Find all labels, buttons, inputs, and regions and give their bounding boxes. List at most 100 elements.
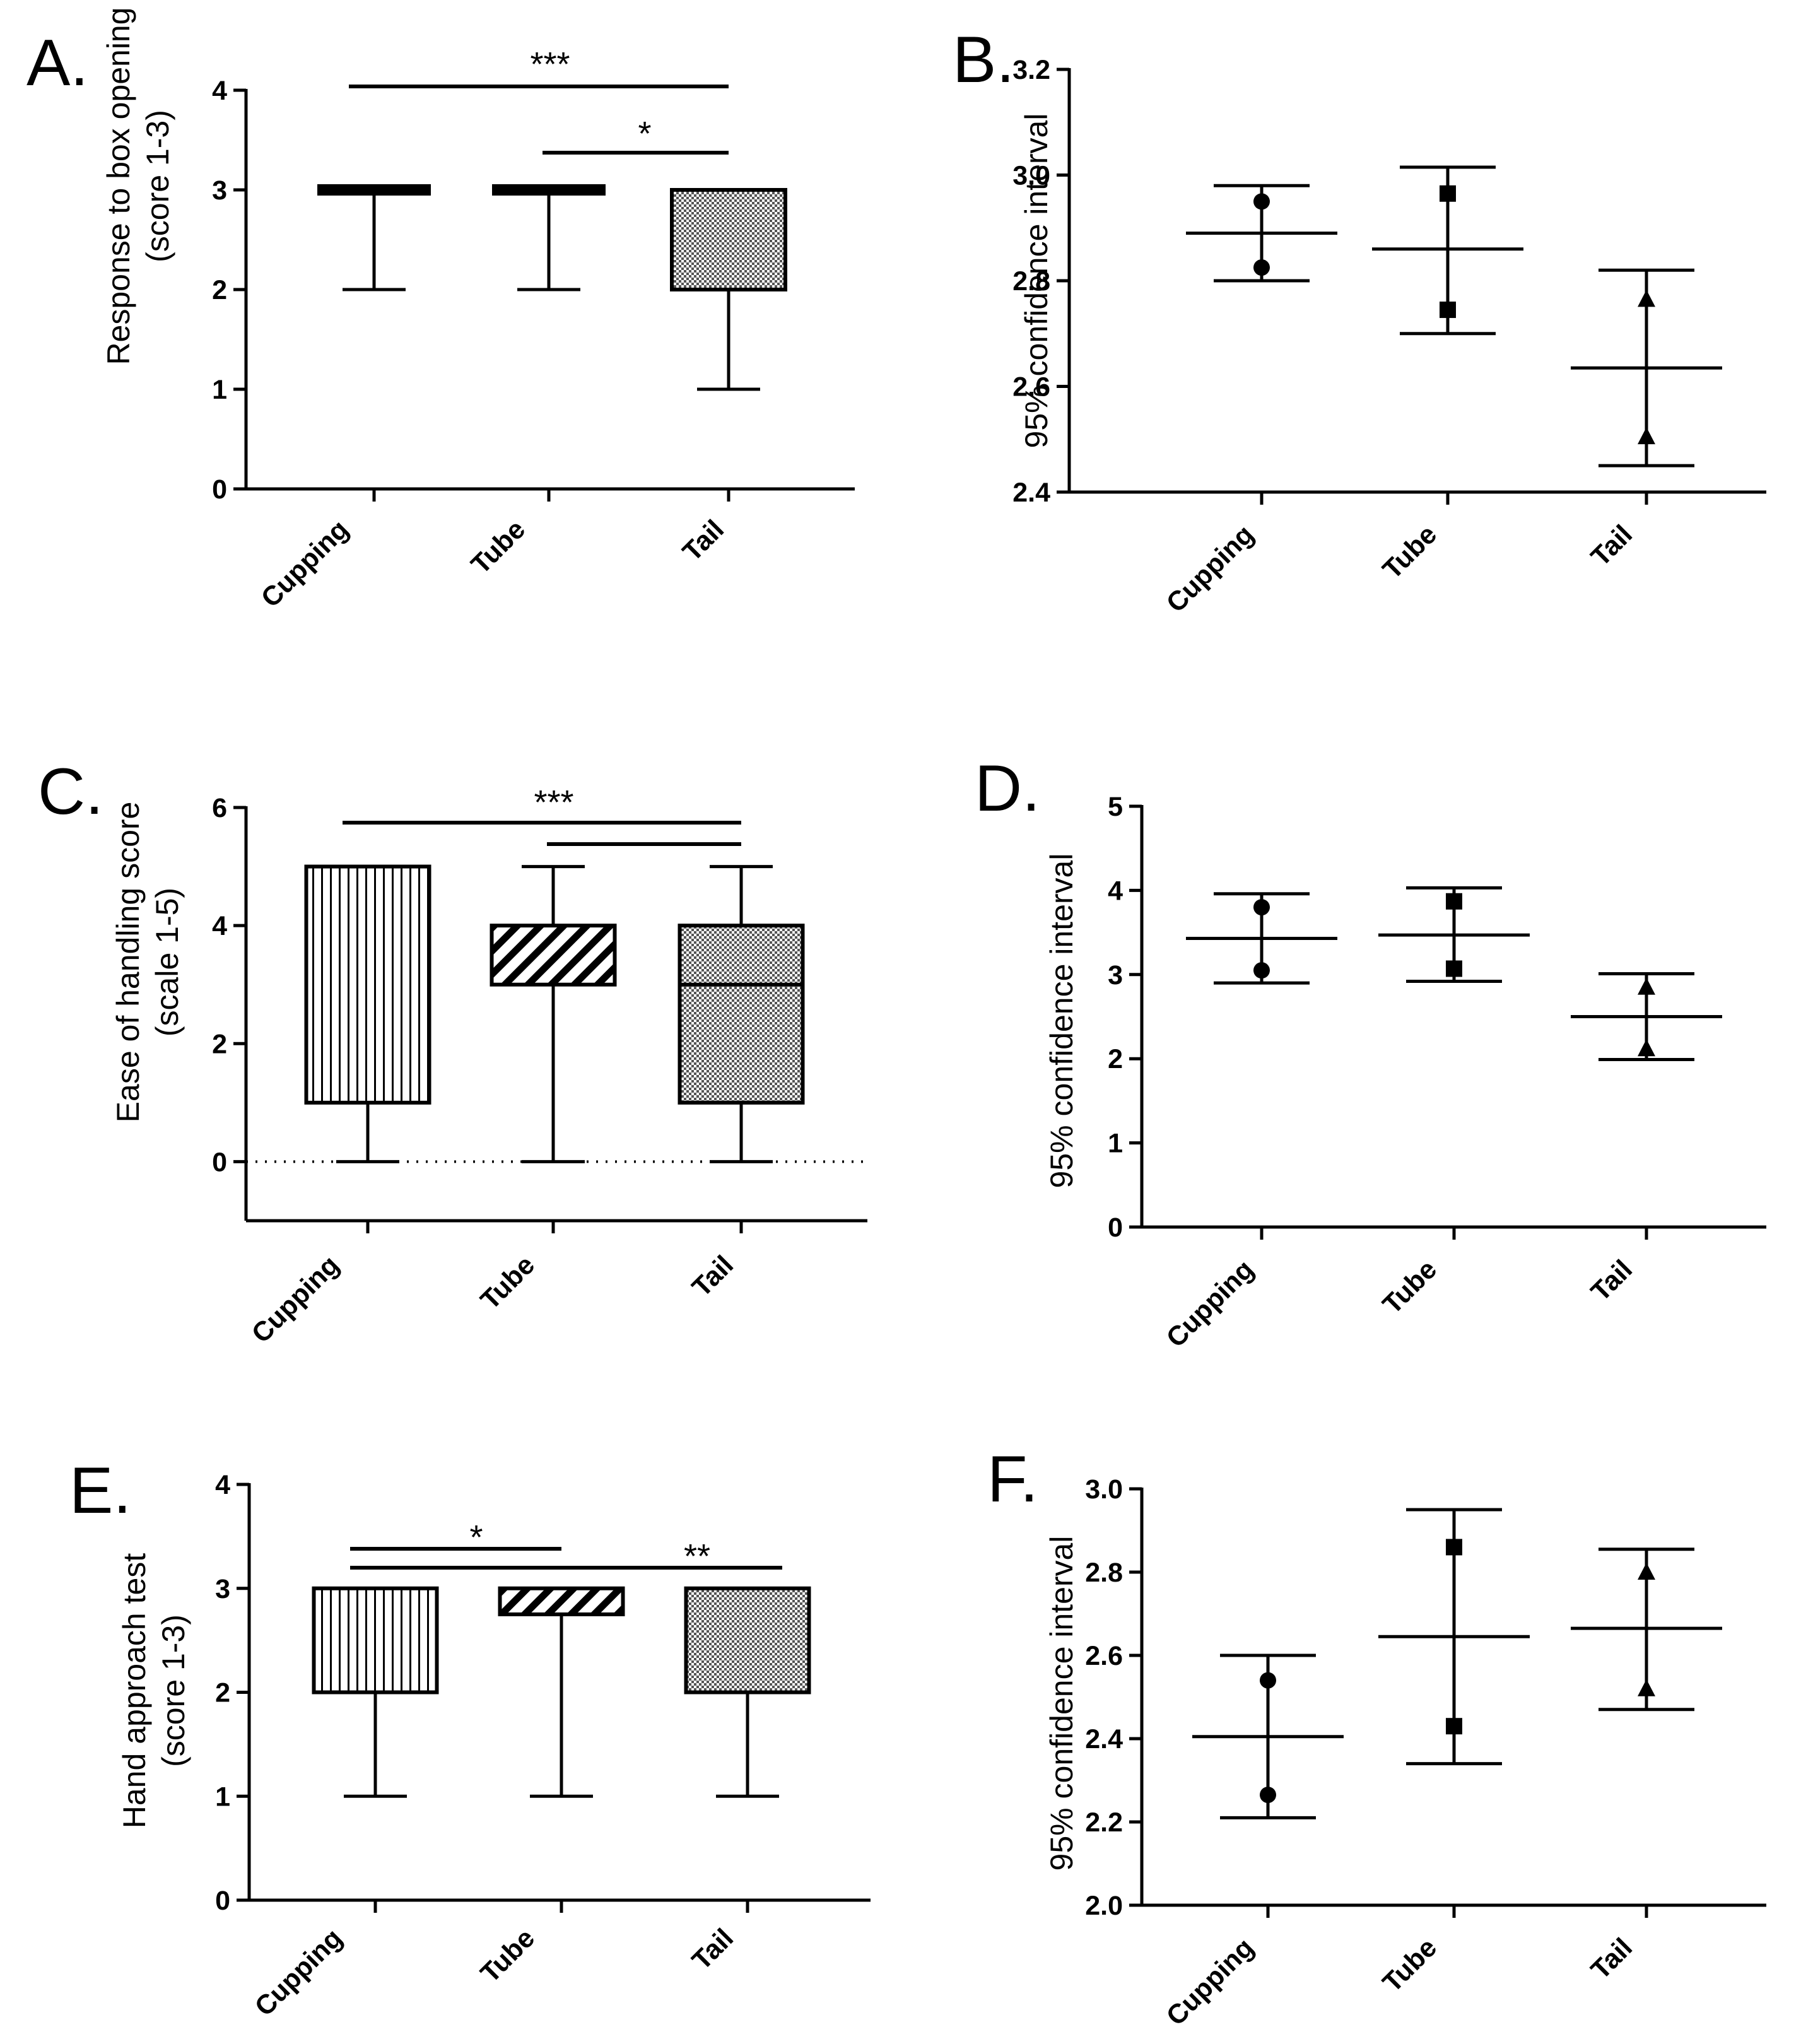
y-tick-label: 2	[212, 1029, 227, 1059]
y-tick-label: 2.6	[1085, 1641, 1123, 1671]
point-marker-triangle	[1638, 290, 1655, 307]
category-label-cupping: Cupping	[255, 514, 355, 613]
point-marker-triangle	[1638, 427, 1655, 445]
y-tick-label: 0	[1108, 1213, 1123, 1243]
category-label-tail: Tail	[677, 514, 730, 567]
y-tick-label: 2.0	[1085, 1891, 1123, 1921]
category-label-tube: Tube	[475, 1250, 541, 1315]
panel-letter: E.	[69, 1454, 131, 1527]
point-marker-triangle	[1638, 977, 1655, 995]
panel-c: C. 0 2 4 6 Ease of handling score (scale 1-5) C…	[38, 755, 867, 1349]
y-tick-label: 0	[212, 1147, 227, 1177]
y-axis-label: 95% confidence interval	[1044, 1536, 1079, 1871]
category-label-cupping: Cupping	[1161, 1932, 1260, 2031]
significance-stars: *	[638, 115, 651, 153]
category-label-tail: Tail	[686, 1250, 739, 1303]
point-marker-circle	[1253, 259, 1270, 276]
box-tail	[684, 1586, 811, 1695]
y-tick-label: 6	[212, 793, 227, 823]
panel-b: B. 2.4 2.6 2.8 3.0 3.2 95% confidence interval…	[953, 23, 1766, 618]
y-tick-label: 2.2	[1085, 1807, 1123, 1838]
significance-stars: ***	[530, 45, 570, 83]
point-marker-triangle	[1638, 1563, 1655, 1580]
point-marker-square	[1446, 893, 1462, 910]
y-tick-label: 0	[215, 1886, 230, 1916]
y-tick-label: 4	[215, 1470, 230, 1500]
category-label-tube: Tube	[1377, 1254, 1443, 1320]
y-tick-label: 3	[215, 1574, 230, 1604]
panel-d: D. 0 1 2 3 4 5 95% confidence interval Cupping Tu…	[975, 752, 1766, 1353]
y-tick-label: 1	[212, 375, 227, 405]
y-tick-label: 4	[212, 76, 227, 106]
y-tick-label: 2	[1108, 1044, 1123, 1074]
point-marker-circle	[1260, 1787, 1276, 1804]
significance-stars: *	[469, 1518, 483, 1556]
category-label-tail: Tail	[1585, 1254, 1638, 1307]
y-axis-label: (score 1-3)	[156, 1614, 191, 1767]
y-tick-label: 4	[1108, 876, 1123, 906]
panel-e: E. 0 1 2 3 4 Hand approach test (score 1-3) Cupp…	[69, 1454, 871, 2022]
y-tick-label: 3.2	[1012, 55, 1050, 85]
y-axis-label: (scale 1-5)	[150, 888, 185, 1037]
category-label-tail: Tail	[1585, 519, 1638, 572]
y-tick-label: 2.8	[1085, 1558, 1123, 1588]
box-tube	[492, 184, 606, 196]
panel-letter: B.	[953, 23, 1014, 97]
point-marker-circle	[1253, 899, 1270, 916]
y-tick-label: 3	[212, 175, 227, 206]
point-marker-circle	[1253, 962, 1270, 979]
y-axis-label: Response to box opening	[101, 7, 136, 365]
y-tick-label: 3	[1108, 960, 1123, 990]
y-tick-label: 2.8	[1012, 266, 1050, 297]
y-tick-label: 2.4	[1085, 1724, 1123, 1754]
y-tick-label: 3.0	[1085, 1474, 1123, 1505]
category-label-cupping: Cupping	[1161, 1254, 1260, 1353]
y-tick-label: 0	[212, 474, 227, 505]
y-tick-label: 2.4	[1012, 478, 1050, 508]
box-tail	[670, 188, 787, 291]
category-label-tube: Tube	[475, 1923, 541, 1988]
category-label-cupping: Cupping	[1161, 519, 1260, 618]
point-marker-square	[1440, 302, 1456, 319]
point-marker-circle	[1260, 1672, 1276, 1689]
panel-letter: F.	[987, 1443, 1038, 1516]
point-marker-circle	[1253, 193, 1270, 210]
y-tick-label: 1	[215, 1782, 230, 1812]
y-tick-label: 4	[212, 911, 227, 941]
category-label-tube: Tube	[466, 514, 531, 580]
y-axis-label: Hand approach test	[117, 1553, 152, 1829]
panel-letter: C.	[38, 755, 103, 828]
box-tail	[678, 924, 805, 1105]
box-cupping	[312, 1586, 439, 1695]
panel-letter: A.	[26, 26, 88, 100]
point-marker-triangle	[1638, 1039, 1655, 1057]
box-cupping	[317, 184, 431, 196]
point-marker-square	[1446, 960, 1462, 977]
category-label-tail: Tail	[1585, 1932, 1638, 1985]
y-axis-label: 95% confidence interval	[1019, 114, 1054, 449]
category-label-tube: Tube	[1377, 519, 1443, 585]
category-label-tail: Tail	[686, 1923, 739, 1976]
y-axis-label: Ease of handling score	[110, 802, 146, 1123]
box-tube	[490, 924, 617, 987]
box-cupping	[304, 864, 431, 1105]
y-tick-label: 2.6	[1012, 372, 1050, 402]
category-label-cupping: Cupping	[246, 1250, 345, 1349]
panel-letter: D.	[975, 752, 1040, 825]
panel-a: A. 0 1 2 3 4 Response to box opening (score 1-3…	[26, 7, 855, 613]
significance-stars: ***	[534, 784, 573, 821]
y-tick-label: 3.0	[1012, 161, 1050, 191]
y-axis-label: 95% confidence interval	[1044, 854, 1079, 1189]
box-tube	[498, 1586, 625, 1616]
y-tick-label: 2	[212, 275, 227, 305]
category-label-tube: Tube	[1377, 1932, 1443, 1998]
point-marker-square	[1446, 1539, 1462, 1556]
y-axis-label: (score 1-3)	[140, 110, 175, 262]
point-marker-square	[1446, 1718, 1462, 1735]
significance-stars: **	[684, 1537, 710, 1575]
y-tick-label: 5	[1108, 792, 1123, 822]
y-tick-label: 1	[1108, 1129, 1123, 1159]
y-tick-label: 2	[215, 1678, 230, 1708]
category-label-cupping: Cupping	[249, 1923, 348, 2022]
